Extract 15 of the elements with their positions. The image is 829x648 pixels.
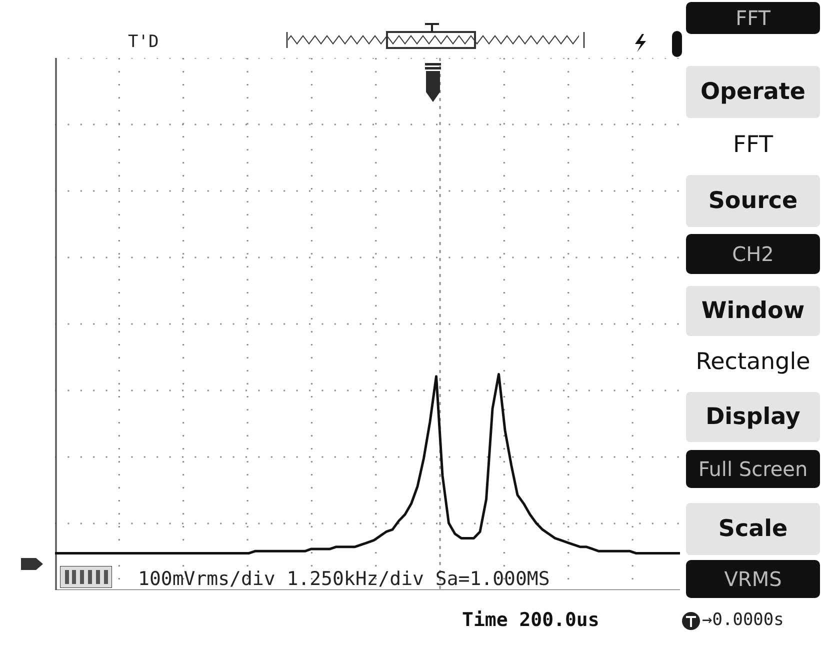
text: T'D xyxy=(128,31,160,54)
text: Source xyxy=(686,175,820,227)
text: Window xyxy=(686,286,820,336)
text: VRMS xyxy=(686,560,820,598)
text: Scale xyxy=(686,503,820,555)
text: Time 200.0us xyxy=(462,608,600,633)
text: Operate xyxy=(686,66,820,118)
text: FFT xyxy=(732,131,774,160)
text: CH2 xyxy=(686,234,820,274)
text: FFT xyxy=(686,2,820,34)
text: Full Screen xyxy=(686,450,820,488)
text: Display xyxy=(686,392,820,442)
annotation: 100mVrms/div 1.250kHz/div Sa=1.000MS xyxy=(138,567,551,592)
text: →0.0000s xyxy=(702,609,785,632)
text: Rectangle xyxy=(694,348,812,377)
